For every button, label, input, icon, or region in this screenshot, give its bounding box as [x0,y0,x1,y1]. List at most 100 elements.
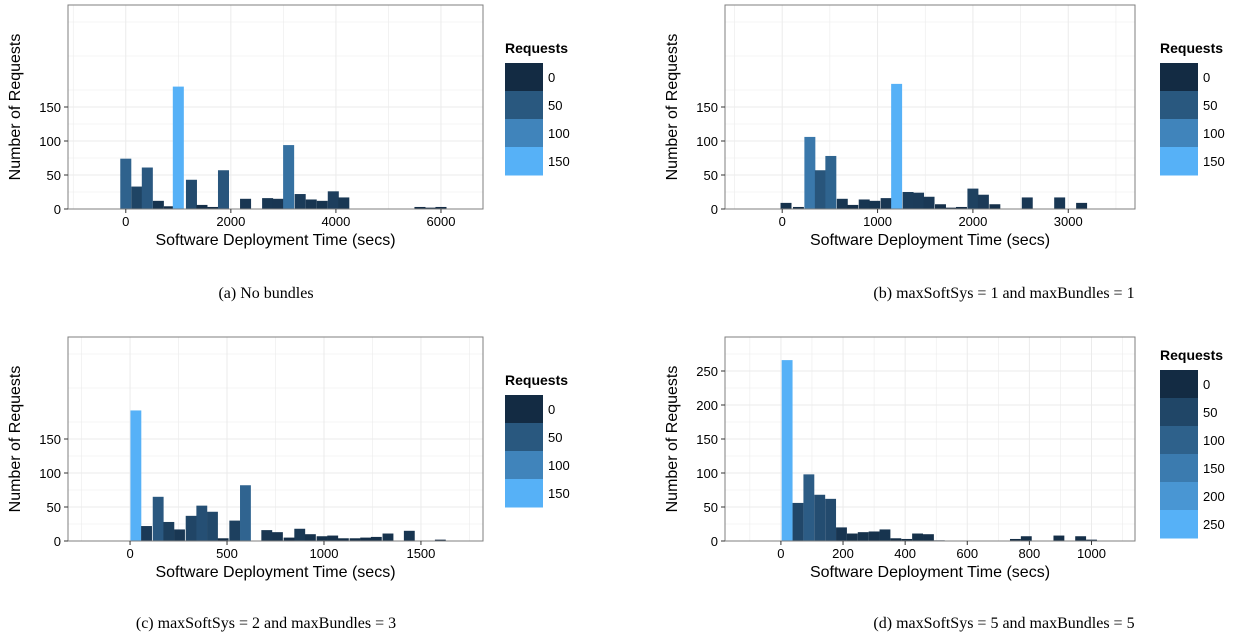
histogram-bar-6 [836,527,847,541]
legend-swatch [1160,91,1198,120]
x-tick-label: 2000 [958,214,987,229]
histogram-bar-16 [305,199,317,209]
y-tick-label: 100 [696,134,718,149]
histogram-bar-11 [891,83,903,209]
histogram-bar-17 [316,536,328,541]
legend-label: 50 [1203,98,1217,113]
histogram-bar-25 [434,539,446,541]
x-tick-label: 500 [216,546,238,561]
y-tick-label: 50 [47,500,61,515]
histogram-bar-17 [955,206,967,209]
histogram-bar-24 [403,530,415,541]
histogram-bar-13 [912,533,924,541]
x-axis-title: Software Deployment Time (secs) [155,232,395,249]
histogram-bar-7 [196,505,208,541]
y-axis-title: Number of Requests [7,366,24,513]
histogram-bar-19 [337,538,349,541]
legend-swatch [1160,147,1198,176]
legend-label: 200 [1203,489,1225,504]
x-tick-label: 1000 [310,546,339,561]
legend-label: 150 [1203,461,1225,476]
subfigure-caption: (c) maxSoftSys = 2 and maxBundles = 3 [136,615,396,632]
y-tick-label: 0 [54,534,61,549]
subfigure-caption: (a) No bundles [218,285,313,302]
histogram-bar-22 [435,206,447,209]
x-tick-label: 400 [894,546,916,561]
histogram-bar-4 [814,170,826,209]
x-tick-label: 0 [122,214,129,229]
legend-title: Requests [505,372,568,388]
histogram-bar-7 [847,204,859,209]
histogram-bar-11 [240,198,252,209]
y-tick-label: 150 [39,432,61,447]
histogram-bar-4 [152,200,164,209]
histogram-bar-9 [207,206,219,209]
histogram-bar-18 [967,188,979,209]
histogram-bar-6 [185,515,197,541]
x-tick-label: 2000 [216,214,245,229]
histogram-bar-3 [803,474,815,541]
y-tick-label: 100 [696,466,718,481]
y-tick-label: 0 [711,534,718,549]
chart-panel-4: 0 200 400 600 800 1000050100150200250Software… [664,336,1225,632]
histogram-bar-7 [185,179,197,209]
y-tick-label: 150 [696,100,718,115]
histogram-bar-16 [1009,538,1021,541]
histogram-bar-20 [989,204,1001,209]
histogram-bar-1 [781,360,793,541]
y-tick-label: 0 [54,202,61,217]
histogram-bar-16 [945,207,957,209]
subfigure-caption: (b) maxSoftSys = 1 and maxBundles = 1 [873,285,1134,302]
y-tick-label: 150 [39,100,61,115]
histogram-bar-13 [272,198,284,209]
histogram-bar-17 [316,200,328,209]
x-tick-label: 800 [1019,546,1041,561]
x-axis-title: Software Deployment Time (secs) [810,564,1050,581]
legend-label: 100 [548,458,570,473]
histogram-bar-21 [424,207,436,209]
histogram-bar-11 [240,485,251,541]
histogram-bar-14 [923,196,935,209]
x-tick-label: 4000 [321,214,350,229]
legend: Requests 0 50 100 150 [1160,40,1225,176]
histogram-bar-1 [120,158,132,209]
histogram-bar-10 [879,529,891,541]
legend-label: 250 [1203,517,1225,532]
legend-label: 150 [548,154,570,169]
legend-label: 100 [1203,433,1225,448]
histogram-bar-15 [294,528,306,541]
legend-swatch [1160,63,1198,92]
histogram-bar-20 [414,206,426,209]
histogram-bar-3 [804,136,816,209]
histogram-bar-20 [349,538,361,541]
histogram-bar-10 [880,198,892,209]
histogram-bar-13 [272,532,283,541]
histogram-bar-18 [327,191,339,209]
histogram-bar-7 [846,533,858,541]
histogram-bar-18 [327,535,339,541]
histogram-bar-4 [163,521,175,541]
histogram-bar-23 [382,533,394,541]
legend-swatch [505,479,543,508]
histogram-bar-11 [890,538,902,541]
histogram-bar-14 [283,537,295,541]
legend-swatch [1160,510,1198,539]
histogram-bar-14 [283,145,295,209]
legend: Requests 0 50 100 150 200 250 [1160,347,1225,539]
histogram-bar-9 [217,538,229,541]
legend-swatch [1160,482,1198,511]
histogram-bar-4 [814,494,826,541]
x-axis-title: Software Deployment Time (secs) [810,232,1050,249]
x-tick-label: 1000 [863,214,892,229]
y-tick-label: 50 [47,168,61,183]
histogram-bar-23 [1076,202,1088,209]
y-axis-title: Number of Requests [664,34,681,181]
histogram-bar-5 [825,155,837,209]
histogram-bar-12 [262,198,274,209]
x-tick-label: 600 [956,546,978,561]
legend-swatch [505,147,543,176]
x-tick-label: 6000 [427,214,456,229]
histogram-bar-17 [1020,536,1032,541]
legend-swatch [505,423,543,452]
